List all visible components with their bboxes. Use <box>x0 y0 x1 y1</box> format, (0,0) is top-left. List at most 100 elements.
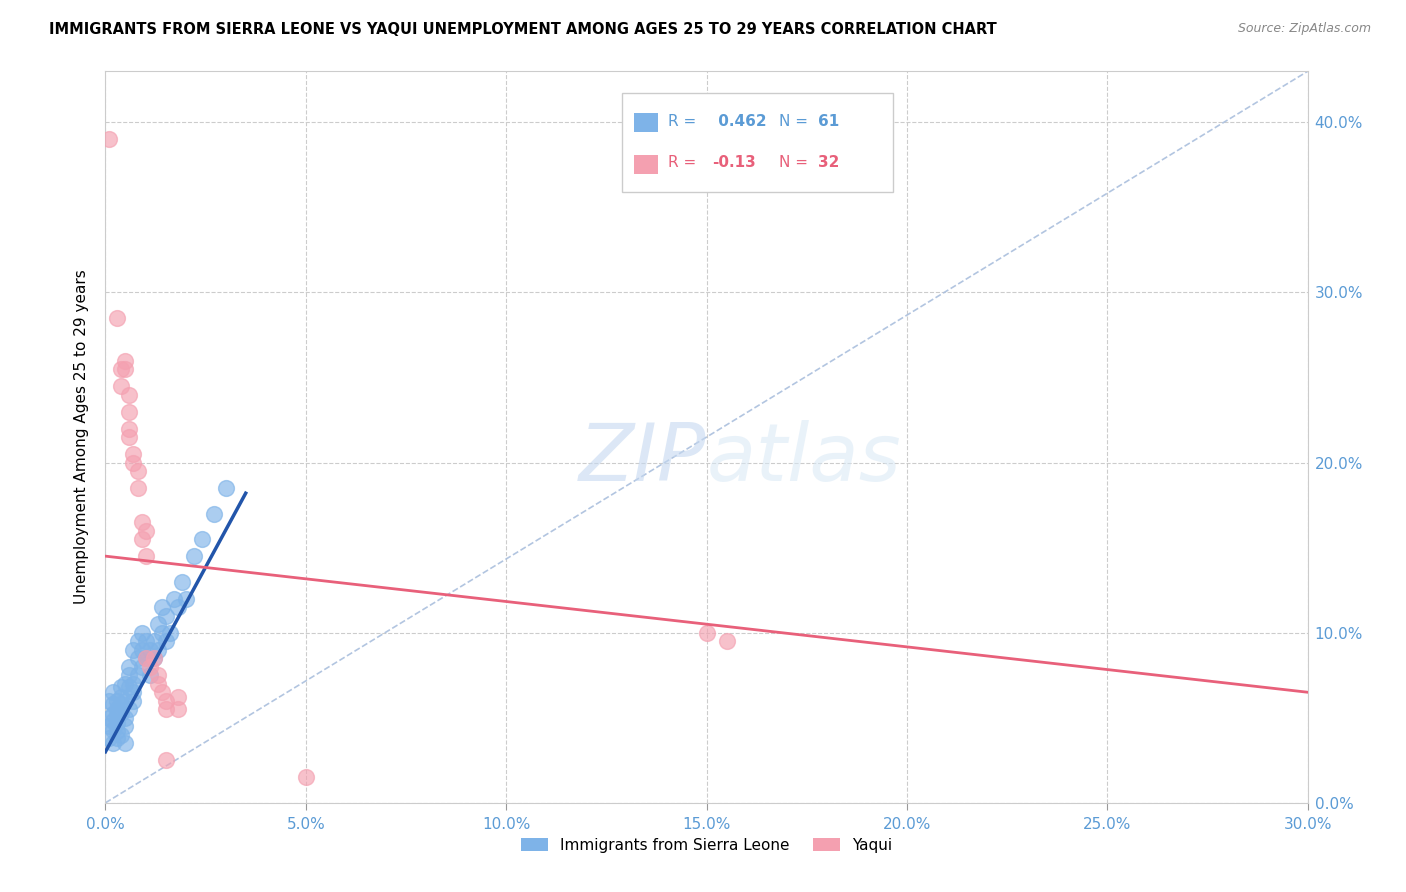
Point <box>118 404 141 418</box>
Point <box>155 608 177 623</box>
Point <box>127 481 149 495</box>
Point <box>110 697 132 711</box>
Point <box>138 642 160 657</box>
Text: -0.13: -0.13 <box>713 155 756 170</box>
Point <box>122 456 145 470</box>
Point <box>114 719 136 733</box>
Point <box>127 464 149 478</box>
FancyBboxPatch shape <box>623 94 893 192</box>
Text: 61: 61 <box>818 113 839 128</box>
Bar <box>634 113 658 132</box>
Point <box>150 600 173 615</box>
Point <box>114 353 136 368</box>
Point <box>127 668 149 682</box>
Point <box>174 591 197 606</box>
Point <box>716 634 738 648</box>
Point <box>107 707 129 722</box>
Point <box>107 715 129 730</box>
Text: R =: R = <box>668 155 702 170</box>
Point <box>131 532 153 546</box>
Point <box>135 651 157 665</box>
Point <box>146 677 169 691</box>
Point <box>114 362 136 376</box>
Point <box>146 642 169 657</box>
Point <box>135 549 157 563</box>
Text: IMMIGRANTS FROM SIERRA LEONE VS YAQUI UNEMPLOYMENT AMONG AGES 25 TO 29 YEARS COR: IMMIGRANTS FROM SIERRA LEONE VS YAQUI UN… <box>49 22 997 37</box>
Point <box>118 430 141 444</box>
Point <box>183 549 205 563</box>
Point <box>146 668 169 682</box>
Point <box>110 680 132 694</box>
Point <box>155 634 177 648</box>
Point <box>135 634 157 648</box>
Point <box>155 702 177 716</box>
Point <box>214 481 236 495</box>
Point <box>98 731 121 746</box>
Point <box>103 723 125 737</box>
Point <box>135 651 157 665</box>
Legend: Immigrants from Sierra Leone, Yaqui: Immigrants from Sierra Leone, Yaqui <box>516 833 897 857</box>
Point <box>110 690 132 705</box>
Point <box>155 694 177 708</box>
Text: ZIP: ZIP <box>579 420 707 498</box>
Point <box>135 524 157 538</box>
Point <box>127 634 149 648</box>
Point <box>118 668 141 682</box>
Point <box>98 719 121 733</box>
Point <box>118 387 141 401</box>
Point <box>107 702 129 716</box>
Point <box>114 677 136 691</box>
Point <box>118 659 141 673</box>
Text: N =: N = <box>779 113 813 128</box>
Point <box>166 600 188 615</box>
Point <box>118 421 141 435</box>
Point <box>131 625 153 640</box>
Point <box>107 724 129 739</box>
Point <box>142 651 165 665</box>
Point <box>131 515 153 529</box>
Point <box>295 770 318 784</box>
Point <box>103 707 125 722</box>
Point <box>114 694 136 708</box>
Text: Source: ZipAtlas.com: Source: ZipAtlas.com <box>1237 22 1371 36</box>
Point <box>122 677 145 691</box>
Point <box>110 728 132 742</box>
Point <box>98 132 121 146</box>
Point <box>98 694 121 708</box>
Point <box>103 714 125 728</box>
Point <box>103 697 125 711</box>
Point <box>155 753 177 767</box>
Point <box>114 711 136 725</box>
Point <box>118 702 141 716</box>
Point <box>122 642 145 657</box>
Point <box>118 680 141 694</box>
Point <box>696 625 718 640</box>
Point <box>103 685 125 699</box>
Point <box>159 625 181 640</box>
Point <box>110 362 132 376</box>
Point <box>114 736 136 750</box>
Point <box>122 685 145 699</box>
Point <box>150 625 173 640</box>
Point <box>110 706 132 720</box>
Point <box>107 731 129 746</box>
Point <box>110 379 132 393</box>
Point <box>131 642 153 657</box>
Y-axis label: Unemployment Among Ages 25 to 29 years: Unemployment Among Ages 25 to 29 years <box>75 269 90 605</box>
Text: 32: 32 <box>818 155 839 170</box>
Point <box>131 659 153 673</box>
Point <box>190 532 212 546</box>
Point <box>202 507 225 521</box>
Point <box>142 651 165 665</box>
Point <box>162 591 184 606</box>
Point <box>107 694 129 708</box>
Point <box>150 685 173 699</box>
Point <box>138 659 160 673</box>
Point <box>142 634 165 648</box>
Point <box>127 651 149 665</box>
Text: N =: N = <box>779 155 813 170</box>
Point <box>122 447 145 461</box>
Point <box>166 702 188 716</box>
Text: R =: R = <box>668 113 702 128</box>
Point <box>170 574 193 589</box>
